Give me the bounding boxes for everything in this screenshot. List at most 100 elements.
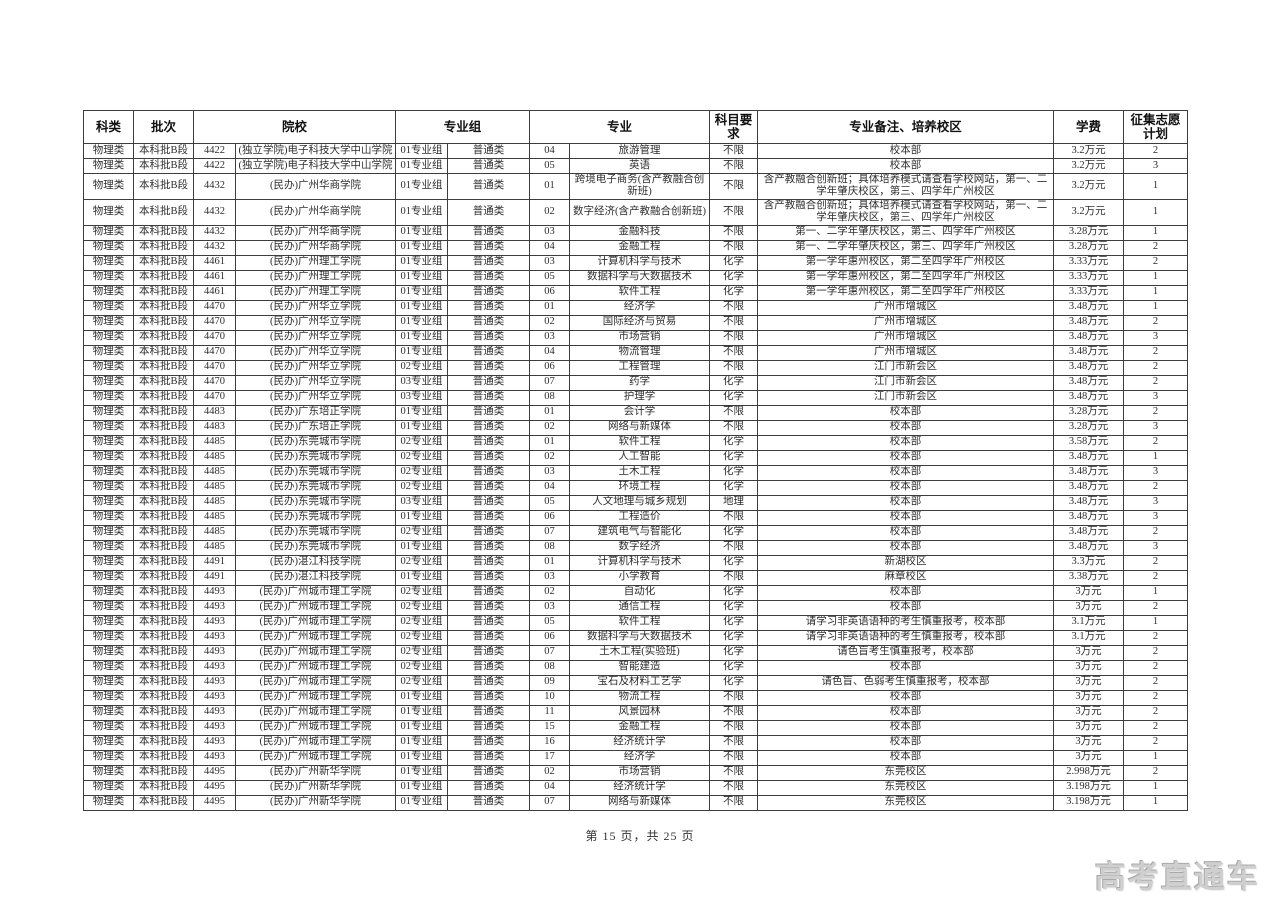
cell-tuition: 3万元 [1053,644,1125,661]
cell-class-type: 普通类 [447,644,531,661]
table-row: 物理类 本科批B段 4493 (民办)广州城市理工学院 02专业组 普通类 09… [83,674,1189,691]
cell-subject-category: 物理类 [83,434,134,451]
cell-major-group: 03专业组 [395,374,449,391]
cell-institution-code: 4493 [193,659,236,676]
table-header: 科类 批次 院校 专业组 专业 科目要求 专业备注、培养校区 学费 征集志愿计划 [83,110,1189,144]
cell-institution-name: (民办)广州华商学院 [234,224,397,241]
cell-institution-code: 4432 [193,198,236,226]
cell-subject-category: 物理类 [83,554,134,571]
cell-class-type: 普通类 [447,734,531,751]
cell-subject-category: 物理类 [83,794,134,811]
cell-major-name: 金融工程 [569,239,711,256]
header-subject-requirement: 科目要求 [709,110,759,144]
cell-tuition: 3.28万元 [1053,224,1125,241]
cell-major-group: 02专业组 [395,599,449,616]
cell-institution-code: 4493 [193,734,236,751]
cell-institution-name: (独立学院)电子科技大学中山学院 [234,143,397,159]
cell-subject-requirement: 不限 [709,734,759,751]
cell-recruit-plan: 3 [1123,158,1189,174]
cell-subject-category: 物理类 [83,224,134,241]
cell-institution-code: 4493 [193,749,236,766]
cell-class-type: 普通类 [447,158,531,174]
table-row: 物理类 本科批B段 4491 (民办)湛江科技学院 02专业组 普通类 01 计… [83,554,1189,571]
cell-institution-name: (民办)广州城市理工学院 [234,599,397,616]
cell-major-code: 01 [529,554,571,571]
cell-batch: 本科批B段 [133,269,194,286]
cell-institution-name: (民办)广州华商学院 [234,173,397,200]
table-row: 物理类 本科批B段 4485 (民办)东莞城市学院 02专业组 普通类 07 建… [83,524,1189,541]
cell-batch: 本科批B段 [133,569,194,586]
cell-subject-category: 物理类 [83,143,134,159]
cell-subject-category: 物理类 [83,509,134,526]
cell-major-group: 02专业组 [395,479,449,496]
header-row: 科类 批次 院校 专业组 专业 科目要求 专业备注、培养校区 学费 征集志愿计划 [83,110,1189,144]
cell-subject-requirement: 化学 [709,464,759,481]
cell-subject-category: 物理类 [83,158,134,174]
cell-recruit-plan: 2 [1123,644,1189,661]
cell-subject-requirement: 不限 [709,704,759,721]
cell-institution-name: (民办)广州城市理工学院 [234,629,397,646]
cell-batch: 本科批B段 [133,158,194,174]
cell-major-group: 02专业组 [395,554,449,571]
cell-major-code: 02 [529,584,571,601]
cell-subject-category: 物理类 [83,734,134,751]
cell-batch: 本科批B段 [133,389,194,406]
cell-major-group: 02专业组 [395,614,449,631]
cell-subject-requirement: 不限 [709,689,759,706]
cell-institution-code: 4470 [193,314,236,331]
cell-major-group: 02专业组 [395,584,449,601]
cell-tuition: 3.2万元 [1053,198,1125,226]
cell-tuition: 3.48万元 [1053,374,1125,391]
cell-class-type: 普通类 [447,254,531,271]
table-row: 物理类 本科批B段 4493 (民办)广州城市理工学院 02专业组 普通类 03… [83,599,1189,616]
cell-class-type: 普通类 [447,659,531,676]
cell-major-name: 金融科技 [569,224,711,241]
cell-major-code: 15 [529,719,571,736]
cell-remark-campus: 校本部 [757,449,1055,466]
cell-major-group: 01专业组 [395,269,449,286]
cell-subject-category: 物理类 [83,314,134,331]
cell-institution-name: (民办)广州城市理工学院 [234,644,397,661]
cell-batch: 本科批B段 [133,224,194,241]
cell-major-code: 02 [529,198,571,226]
cell-class-type: 普通类 [447,329,531,346]
cell-institution-code: 4485 [193,524,236,541]
table-row: 物理类 本科批B段 4485 (民办)东莞城市学院 01专业组 普通类 08 数… [83,539,1189,556]
cell-institution-name: (民办)东莞城市学院 [234,464,397,481]
cell-batch: 本科批B段 [133,198,194,226]
cell-major-code: 06 [529,509,571,526]
cell-remark-campus: 校本部 [757,539,1055,556]
cell-institution-name: (民办)广州城市理工学院 [234,749,397,766]
cell-subject-requirement: 化学 [709,644,759,661]
cell-major-group: 01专业组 [395,224,449,241]
cell-recruit-plan: 2 [1123,764,1189,781]
cell-remark-campus: 校本部 [757,419,1055,436]
cell-class-type: 普通类 [447,479,531,496]
cell-institution-code: 4470 [193,389,236,406]
cell-tuition: 3.1万元 [1053,614,1125,631]
table-row: 物理类 本科批B段 4470 (民办)广州华立学院 01专业组 普通类 03 市… [83,329,1189,346]
cell-batch: 本科批B段 [133,719,194,736]
cell-recruit-plan: 2 [1123,479,1189,496]
cell-subject-requirement: 不限 [709,359,759,376]
cell-institution-code: 4493 [193,674,236,691]
cell-major-group: 01专业组 [395,329,449,346]
cell-major-group: 01专业组 [395,284,449,301]
cell-institution-name: (民办)广州新华学院 [234,794,397,811]
cell-recruit-plan: 2 [1123,524,1189,541]
table-row: 物理类 本科批B段 4483 (民办)广东培正学院 01专业组 普通类 02 网… [83,419,1189,436]
cell-subject-category: 物理类 [83,419,134,436]
cell-subject-category: 物理类 [83,569,134,586]
cell-tuition: 3.28万元 [1053,419,1125,436]
cell-institution-code: 4493 [193,629,236,646]
cell-batch: 本科批B段 [133,299,194,316]
cell-batch: 本科批B段 [133,764,194,781]
cell-tuition: 3.198万元 [1053,779,1125,796]
cell-remark-campus: 第一学年惠州校区，第二至四学年广州校区 [757,269,1055,286]
cell-major-name: 小学教育 [569,569,711,586]
cell-recruit-plan: 2 [1123,599,1189,616]
cell-major-code: 06 [529,284,571,301]
cell-remark-campus: 校本部 [757,509,1055,526]
cell-institution-code: 4483 [193,404,236,421]
table-row: 物理类 本科批B段 4493 (民办)广州城市理工学院 02专业组 普通类 05… [83,614,1189,631]
